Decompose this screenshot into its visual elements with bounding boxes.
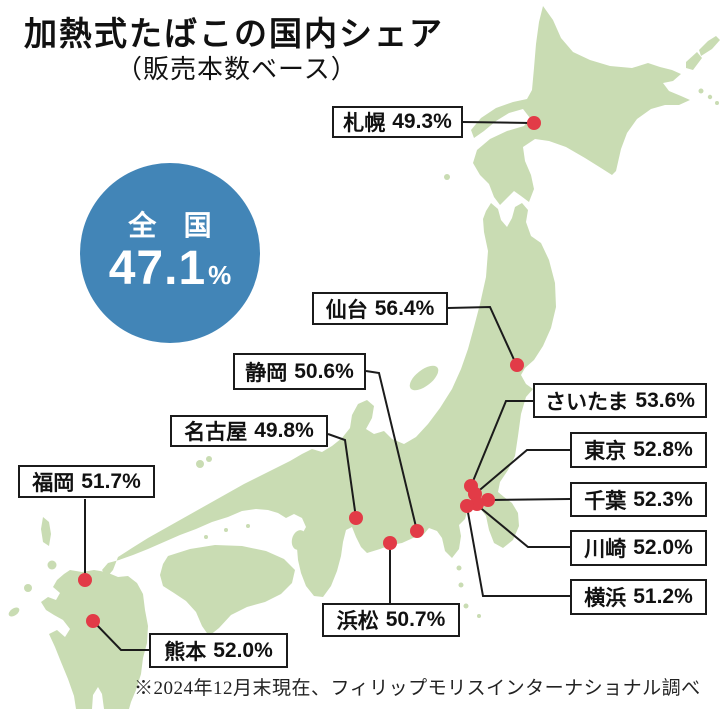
- city-markers-group: [78, 116, 541, 628]
- city-name: 福岡: [32, 471, 75, 495]
- marker-sendai: [510, 358, 524, 372]
- island-izu-2: [458, 582, 464, 588]
- leader-line-kawasaki: [476, 504, 570, 548]
- marker-hamamatsu: [383, 536, 397, 550]
- island-habomai: [707, 94, 713, 100]
- leader-line-tokyo: [474, 449, 570, 495]
- city-share: 51.7%: [81, 469, 141, 493]
- marker-chiba: [481, 493, 495, 507]
- national-share-value: 47.1: [108, 242, 207, 296]
- city-share: 52.0%: [633, 536, 693, 559]
- city-label-sendai: 仙台 56.4%: [312, 292, 448, 325]
- national-share-unit: %: [208, 260, 232, 291]
- city-name: 横浜: [584, 587, 627, 610]
- islet-ne: [715, 101, 719, 105]
- national-share-label: 全 国: [128, 210, 222, 242]
- city-label-nagoya: 名古屋 49.8%: [170, 415, 328, 447]
- leader-line-shizuoka: [365, 370, 418, 532]
- island-goto: [8, 607, 20, 617]
- islet-seto-1: [204, 535, 208, 539]
- island-awaji: [291, 530, 307, 550]
- island-hirado: [24, 584, 32, 592]
- city-share: 52.8%: [633, 438, 693, 461]
- city-share: 53.6%: [635, 388, 695, 412]
- city-name: さいたま: [545, 390, 629, 414]
- island-oki-2: [206, 456, 212, 462]
- city-name: 浜松: [336, 610, 379, 633]
- island-etorofu: [699, 36, 720, 56]
- city-label-shizuoka: 静岡 50.6%: [233, 353, 366, 390]
- city-name: 仙台: [325, 298, 368, 322]
- island-shikoku: [160, 545, 295, 636]
- island-izu-1: [456, 565, 462, 571]
- leader-line-saitama: [470, 400, 533, 487]
- island-sado: [409, 365, 439, 391]
- leader-line-sapporo: [462, 121, 532, 124]
- city-share: 52.0%: [213, 638, 273, 662]
- island-izu-4: [477, 614, 481, 618]
- marker-kumamoto: [86, 614, 100, 628]
- islet-seto-2: [224, 528, 228, 532]
- city-label-yokohama: 横浜 51.2%: [570, 579, 707, 615]
- page-subtitle: （販売本数ベース）: [116, 54, 358, 84]
- marker-fukuoka: [78, 573, 92, 587]
- city-name: 千葉: [584, 489, 627, 513]
- island-tsushima: [41, 517, 51, 546]
- landmass-group: [8, 6, 720, 709]
- city-name: 東京: [584, 440, 627, 463]
- island-oki-1: [196, 460, 204, 468]
- city-label-fukuoka: 福岡 51.7%: [18, 465, 155, 498]
- city-share: 50.7%: [385, 608, 446, 631]
- city-name: 熊本: [164, 640, 207, 664]
- island-honshu: [102, 203, 556, 597]
- marker-sapporo: [527, 116, 541, 130]
- island-kyushu: [41, 570, 148, 709]
- islet-seto-3: [246, 524, 250, 528]
- city-label-kawasaki: 川崎 52.0%: [570, 530, 707, 566]
- island-shikotan: [698, 88, 704, 94]
- island-hokkaido: [471, 6, 690, 205]
- city-share: 49.8%: [254, 419, 314, 442]
- city-label-kumamoto: 熊本 52.0%: [149, 633, 288, 668]
- marker-shizuoka: [410, 524, 424, 538]
- leader-lines-group: [84, 121, 571, 651]
- island-okushiri: [444, 174, 450, 180]
- island-iki: [47, 560, 57, 570]
- city-label-chiba: 千葉 52.3%: [570, 482, 707, 517]
- national-share-circle: 全 国 47.1 %: [80, 163, 260, 343]
- island-kunashiri: [686, 52, 702, 70]
- leader-line-kumamoto: [92, 620, 150, 651]
- city-share: 51.2%: [633, 585, 693, 608]
- leader-line-sendai: [447, 305, 517, 365]
- city-label-sapporo: 札幌 49.3%: [332, 106, 463, 138]
- leader-line-chiba: [488, 498, 571, 501]
- city-name: 静岡: [245, 361, 288, 385]
- city-label-tokyo: 東京 52.8%: [570, 432, 707, 468]
- island-izu-3: [463, 603, 469, 609]
- city-share: 50.6%: [294, 359, 354, 383]
- leader-line-yokohama: [466, 506, 570, 597]
- city-label-hamamatsu: 浜松 50.7%: [322, 603, 460, 637]
- national-share-value-row: 47.1 %: [108, 242, 232, 296]
- city-label-saitama: さいたま 53.6%: [533, 383, 707, 418]
- source-note: ※2024年12月末現在、フィリップモリスインターナショナル調べ: [134, 678, 701, 699]
- city-name: 札幌: [343, 112, 386, 135]
- page-title: 加熱式たばこの国内シェア: [24, 15, 444, 52]
- marker-nagoya: [349, 511, 363, 525]
- city-name: 川崎: [584, 538, 627, 561]
- city-name: 名古屋: [184, 421, 248, 444]
- leader-line-nagoya: [327, 433, 357, 519]
- marker-yokohama: [460, 499, 474, 513]
- city-share: 49.3%: [392, 110, 452, 133]
- city-share: 52.3%: [633, 487, 693, 511]
- city-share: 56.4%: [374, 296, 435, 320]
